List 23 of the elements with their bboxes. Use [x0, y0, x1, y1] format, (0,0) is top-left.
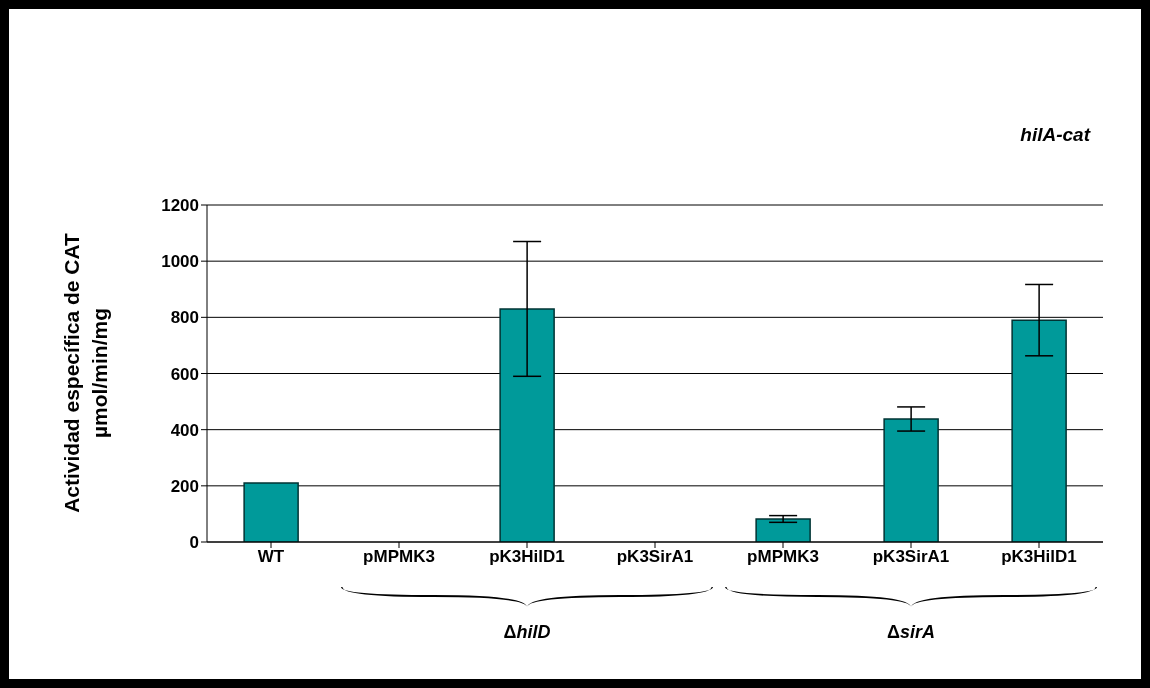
x-tick-label: pK3HilD1 [489, 547, 565, 567]
x-tick-label: pK3SirA1 [616, 547, 694, 567]
y-tick-label: 200 [170, 476, 199, 496]
chart-title: hilA-cat [1020, 124, 1090, 146]
y-tick-label: 400 [170, 420, 199, 440]
bar [243, 482, 299, 542]
y-tick-label: 1000 [161, 252, 199, 272]
bar [883, 418, 939, 542]
text: ΔhilD [503, 622, 551, 642]
y-tick-label: 0 [189, 533, 199, 553]
bar [499, 308, 555, 542]
y-axis-title: Actividad específica de CAT µmol/min/mg [59, 233, 112, 513]
x-tick-label: pK3SirA1 [872, 547, 950, 567]
y-tick-label: 600 [170, 364, 199, 384]
x-tick-label: pMPMK3 [747, 547, 819, 567]
x-tick-label: WT [257, 547, 285, 567]
y-tick-label: 800 [170, 308, 199, 328]
bar [755, 518, 811, 542]
y-tick-label: 1200 [161, 196, 199, 216]
bar [1011, 319, 1067, 542]
x-tick-label: pMPMK3 [363, 547, 435, 567]
text: ΔsirA [887, 622, 935, 642]
x-tick-label: pK3HilD1 [1001, 547, 1077, 567]
